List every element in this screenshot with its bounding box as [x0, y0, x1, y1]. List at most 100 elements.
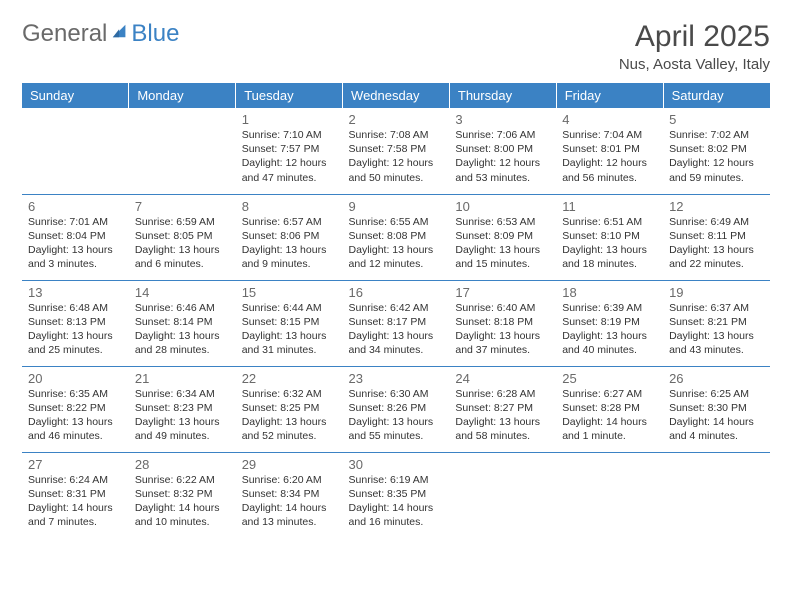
daylight-text: Daylight: 13 hours and 31 minutes.	[242, 329, 337, 357]
calendar-head: SundayMondayTuesdayWednesdayThursdayFrid…	[22, 83, 770, 108]
daylight-text: Daylight: 13 hours and 18 minutes.	[562, 243, 657, 271]
daylight-text: Daylight: 14 hours and 16 minutes.	[349, 501, 444, 529]
daylight-text: Daylight: 14 hours and 1 minute.	[562, 415, 657, 443]
day-details: Sunrise: 6:42 AMSunset: 8:17 PMDaylight:…	[349, 301, 444, 358]
calendar-day-cell: 5Sunrise: 7:02 AMSunset: 8:02 PMDaylight…	[663, 108, 770, 194]
sunrise-text: Sunrise: 6:48 AM	[28, 301, 123, 315]
day-number: 11	[562, 199, 657, 214]
calendar-day-cell: 15Sunrise: 6:44 AMSunset: 8:15 PMDayligh…	[236, 280, 343, 366]
day-number: 23	[349, 371, 444, 386]
sunset-text: Sunset: 8:08 PM	[349, 229, 444, 243]
sunrise-text: Sunrise: 6:19 AM	[349, 473, 444, 487]
day-details: Sunrise: 7:06 AMSunset: 8:00 PMDaylight:…	[455, 128, 550, 185]
daylight-text: Daylight: 12 hours and 50 minutes.	[349, 156, 444, 184]
sunset-text: Sunset: 7:57 PM	[242, 142, 337, 156]
day-details: Sunrise: 6:35 AMSunset: 8:22 PMDaylight:…	[28, 387, 123, 444]
day-details: Sunrise: 7:01 AMSunset: 8:04 PMDaylight:…	[28, 215, 123, 272]
daylight-text: Daylight: 14 hours and 13 minutes.	[242, 501, 337, 529]
logo-text-general: General	[22, 20, 107, 48]
sunrise-text: Sunrise: 7:08 AM	[349, 128, 444, 142]
calendar-day-cell: 21Sunrise: 6:34 AMSunset: 8:23 PMDayligh…	[129, 366, 236, 452]
sunset-text: Sunset: 8:19 PM	[562, 315, 657, 329]
day-number: 19	[669, 285, 764, 300]
day-number: 15	[242, 285, 337, 300]
day-details: Sunrise: 6:44 AMSunset: 8:15 PMDaylight:…	[242, 301, 337, 358]
sunrise-text: Sunrise: 6:49 AM	[669, 215, 764, 229]
calendar-day-cell: 22Sunrise: 6:32 AMSunset: 8:25 PMDayligh…	[236, 366, 343, 452]
daylight-text: Daylight: 13 hours and 43 minutes.	[669, 329, 764, 357]
sunset-text: Sunset: 8:32 PM	[135, 487, 230, 501]
daylight-text: Daylight: 13 hours and 9 minutes.	[242, 243, 337, 271]
sunset-text: Sunset: 8:04 PM	[28, 229, 123, 243]
calendar-day-cell: 13Sunrise: 6:48 AMSunset: 8:13 PMDayligh…	[22, 280, 129, 366]
day-number: 16	[349, 285, 444, 300]
sunset-text: Sunset: 8:23 PM	[135, 401, 230, 415]
sunset-text: Sunset: 8:14 PM	[135, 315, 230, 329]
daylight-text: Daylight: 14 hours and 4 minutes.	[669, 415, 764, 443]
sunrise-text: Sunrise: 6:24 AM	[28, 473, 123, 487]
day-number: 20	[28, 371, 123, 386]
day-number: 6	[28, 199, 123, 214]
day-number: 2	[349, 112, 444, 127]
calendar-empty-cell	[556, 452, 663, 538]
day-details: Sunrise: 6:57 AMSunset: 8:06 PMDaylight:…	[242, 215, 337, 272]
day-details: Sunrise: 6:49 AMSunset: 8:11 PMDaylight:…	[669, 215, 764, 272]
sunset-text: Sunset: 8:25 PM	[242, 401, 337, 415]
day-number: 7	[135, 199, 230, 214]
daylight-text: Daylight: 12 hours and 56 minutes.	[562, 156, 657, 184]
day-details: Sunrise: 6:53 AMSunset: 8:09 PMDaylight:…	[455, 215, 550, 272]
day-details: Sunrise: 6:22 AMSunset: 8:32 PMDaylight:…	[135, 473, 230, 530]
sunrise-text: Sunrise: 7:06 AM	[455, 128, 550, 142]
sunrise-text: Sunrise: 6:28 AM	[455, 387, 550, 401]
day-number: 21	[135, 371, 230, 386]
daylight-text: Daylight: 13 hours and 58 minutes.	[455, 415, 550, 443]
calendar-table: SundayMondayTuesdayWednesdayThursdayFrid…	[22, 83, 770, 538]
sunrise-text: Sunrise: 6:57 AM	[242, 215, 337, 229]
sunrise-text: Sunrise: 6:32 AM	[242, 387, 337, 401]
sunrise-text: Sunrise: 6:22 AM	[135, 473, 230, 487]
sunrise-text: Sunrise: 6:27 AM	[562, 387, 657, 401]
sunrise-text: Sunrise: 6:25 AM	[669, 387, 764, 401]
sunrise-text: Sunrise: 6:34 AM	[135, 387, 230, 401]
calendar-day-cell: 8Sunrise: 6:57 AMSunset: 8:06 PMDaylight…	[236, 194, 343, 280]
day-number: 4	[562, 112, 657, 127]
day-number: 25	[562, 371, 657, 386]
calendar-day-cell: 29Sunrise: 6:20 AMSunset: 8:34 PMDayligh…	[236, 452, 343, 538]
daylight-text: Daylight: 13 hours and 28 minutes.	[135, 329, 230, 357]
sunrise-text: Sunrise: 7:04 AM	[562, 128, 657, 142]
day-number: 9	[349, 199, 444, 214]
sunset-text: Sunset: 8:30 PM	[669, 401, 764, 415]
calendar-week-row: 27Sunrise: 6:24 AMSunset: 8:31 PMDayligh…	[22, 452, 770, 538]
day-details: Sunrise: 7:04 AMSunset: 8:01 PMDaylight:…	[562, 128, 657, 185]
day-details: Sunrise: 6:27 AMSunset: 8:28 PMDaylight:…	[562, 387, 657, 444]
daylight-text: Daylight: 13 hours and 25 minutes.	[28, 329, 123, 357]
sunrise-text: Sunrise: 6:44 AM	[242, 301, 337, 315]
sunrise-text: Sunrise: 7:10 AM	[242, 128, 337, 142]
daylight-text: Daylight: 13 hours and 3 minutes.	[28, 243, 123, 271]
calendar-day-cell: 30Sunrise: 6:19 AMSunset: 8:35 PMDayligh…	[343, 452, 450, 538]
daylight-text: Daylight: 14 hours and 10 minutes.	[135, 501, 230, 529]
daylight-text: Daylight: 13 hours and 6 minutes.	[135, 243, 230, 271]
day-number: 8	[242, 199, 337, 214]
calendar-day-cell: 16Sunrise: 6:42 AMSunset: 8:17 PMDayligh…	[343, 280, 450, 366]
day-details: Sunrise: 6:40 AMSunset: 8:18 PMDaylight:…	[455, 301, 550, 358]
day-number: 3	[455, 112, 550, 127]
day-details: Sunrise: 6:39 AMSunset: 8:19 PMDaylight:…	[562, 301, 657, 358]
sunset-text: Sunset: 8:13 PM	[28, 315, 123, 329]
day-details: Sunrise: 6:55 AMSunset: 8:08 PMDaylight:…	[349, 215, 444, 272]
sunset-text: Sunset: 8:21 PM	[669, 315, 764, 329]
day-details: Sunrise: 6:34 AMSunset: 8:23 PMDaylight:…	[135, 387, 230, 444]
sunset-text: Sunset: 8:26 PM	[349, 401, 444, 415]
calendar-empty-cell	[449, 452, 556, 538]
calendar-week-row: 13Sunrise: 6:48 AMSunset: 8:13 PMDayligh…	[22, 280, 770, 366]
sunset-text: Sunset: 8:18 PM	[455, 315, 550, 329]
calendar-day-cell: 18Sunrise: 6:39 AMSunset: 8:19 PMDayligh…	[556, 280, 663, 366]
sunset-text: Sunset: 8:27 PM	[455, 401, 550, 415]
daylight-text: Daylight: 13 hours and 12 minutes.	[349, 243, 444, 271]
logo: General Blue	[22, 20, 179, 48]
daylight-text: Daylight: 13 hours and 15 minutes.	[455, 243, 550, 271]
daylight-text: Daylight: 13 hours and 52 minutes.	[242, 415, 337, 443]
daylight-text: Daylight: 13 hours and 46 minutes.	[28, 415, 123, 443]
calendar-day-cell: 23Sunrise: 6:30 AMSunset: 8:26 PMDayligh…	[343, 366, 450, 452]
sunrise-text: Sunrise: 6:42 AM	[349, 301, 444, 315]
